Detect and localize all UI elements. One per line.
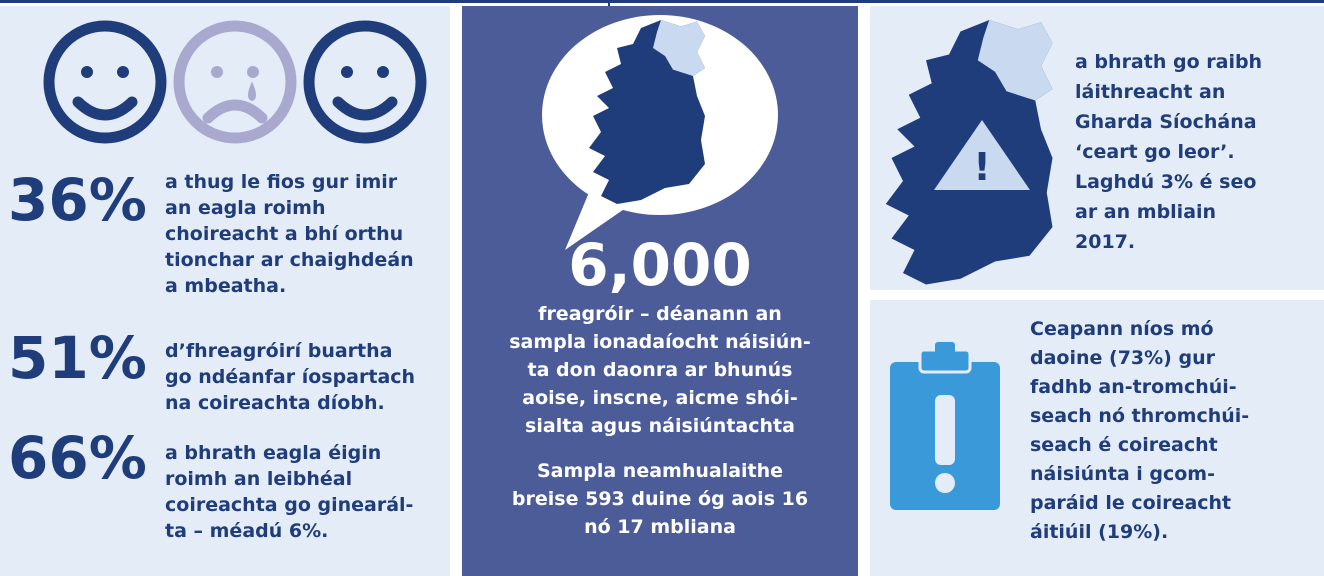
warning-triangle xyxy=(934,120,1030,190)
stat-value: 51% xyxy=(8,324,147,392)
happy-face xyxy=(303,20,427,144)
text-line: a mbeatha. xyxy=(165,275,286,297)
text-line: breise 593 duine óg aois 16 xyxy=(512,488,808,510)
text-line: fadhb an-tromchúi- xyxy=(1030,376,1237,398)
text-line: Gharda Síochána xyxy=(1075,111,1257,133)
text-line: aoise, inscne, aicme shói- xyxy=(522,387,797,409)
warning-mark: ! xyxy=(973,145,990,189)
text-line: paráid le coireacht xyxy=(1030,492,1231,514)
text-line: Ceapann níos mó xyxy=(1030,318,1214,340)
text-line: 2017. xyxy=(1075,231,1135,253)
text-line: a bhrath eagla éigin xyxy=(165,442,381,464)
happy-face xyxy=(43,20,167,144)
stat-value: 36% xyxy=(8,166,147,234)
text-line: ar an mbliain xyxy=(1075,201,1216,223)
sad-face xyxy=(173,20,297,144)
text-line: Laghdú 3% é seo xyxy=(1075,171,1256,193)
text-line: coireachta go ginearál- xyxy=(165,494,413,516)
text-line: choireacht a bhí orthu xyxy=(165,223,403,245)
speech-bubble xyxy=(542,15,778,250)
top-rule xyxy=(0,0,1324,3)
text-line: d’fhreagróirí buartha xyxy=(165,340,392,362)
text-line: ‘ceart go leor’. xyxy=(1075,141,1235,163)
text-line: tionchar ar chaighdeán xyxy=(165,249,414,271)
text-line: na coireachta díobh. xyxy=(165,392,385,414)
headline-number: 6,000 xyxy=(568,231,751,299)
text-line: a thug le fios gur imir xyxy=(165,171,398,193)
text-line: ta – méadú 6%. xyxy=(165,520,328,542)
text-line: áitiúil (19%). xyxy=(1030,521,1168,543)
text-line: seach é coireacht xyxy=(1030,434,1218,456)
text-line: go ndéanfar íospartach xyxy=(165,366,415,388)
text-line: seach nó thromchúi- xyxy=(1030,405,1249,427)
stat-value: 66% xyxy=(8,424,147,492)
text-line: ta don daonra ar bhunús xyxy=(528,359,793,381)
clipboard-icon xyxy=(890,342,1000,510)
text-line: an eagla roimh xyxy=(165,197,325,219)
text-line: sampla ionadaíocht náisiún- xyxy=(509,331,811,353)
text-line: daoine (73%) gur xyxy=(1030,347,1216,369)
text-line: náisiúnta i gcom- xyxy=(1030,463,1215,485)
text-line: láithreacht an xyxy=(1075,81,1225,103)
text-line: freagróir – déanann an xyxy=(538,303,782,325)
text-line: nó 17 mbliana xyxy=(584,516,736,538)
text-line: roimh an leibhéal xyxy=(165,468,352,490)
text-line: sialta agus náisiúntachta xyxy=(525,415,795,437)
text-line: Sampla neamhualaithe xyxy=(537,460,783,482)
text-line: a bhrath go raibh xyxy=(1075,51,1262,73)
